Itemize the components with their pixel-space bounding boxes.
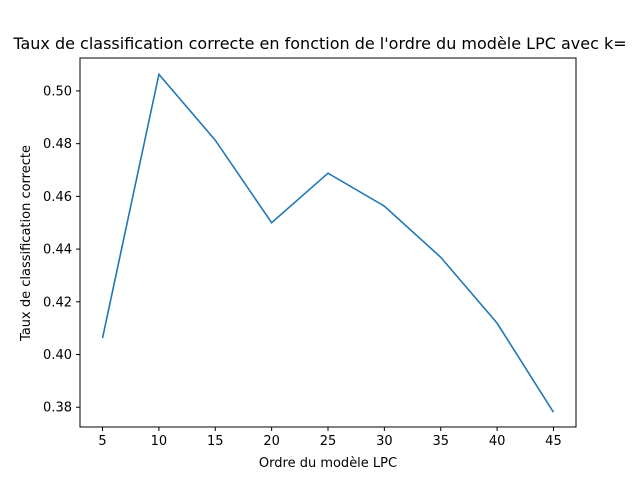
y-tick-label: 0.44 [43,243,72,258]
series-line [101,72,555,413]
x-tick-label: 45 [545,434,562,449]
x-axis: 5 10 15 20 25 30 35 40 45 [98,427,562,449]
x-tick-label: 15 [207,434,224,449]
y-tick-label: 0.50 [43,84,72,99]
y-tick-label: 0.46 [43,190,72,205]
x-tick-label: 10 [151,434,168,449]
x-axis-label: Ordre du modèle LPC [259,456,397,471]
x-tick-label: 5 [98,434,106,449]
y-tick-label: 0.48 [43,137,72,152]
y-axis: 0.38 0.40 0.42 0.44 0.46 0.48 0.50 [43,84,80,416]
y-tick-label: 0.38 [43,401,72,416]
y-tick-label: 0.40 [43,348,72,363]
x-tick-label: 35 [432,434,449,449]
y-tick-label: 0.42 [43,295,72,310]
x-tick-label: 40 [489,434,506,449]
plot-area [79,57,577,428]
chart-title: Taux de classification correcte en fonct… [12,34,626,53]
x-tick-label: 20 [263,434,280,449]
x-tick-label: 25 [320,434,337,449]
y-axis-label: Taux de classification correcte [19,145,34,342]
x-tick-label: 30 [376,434,393,449]
